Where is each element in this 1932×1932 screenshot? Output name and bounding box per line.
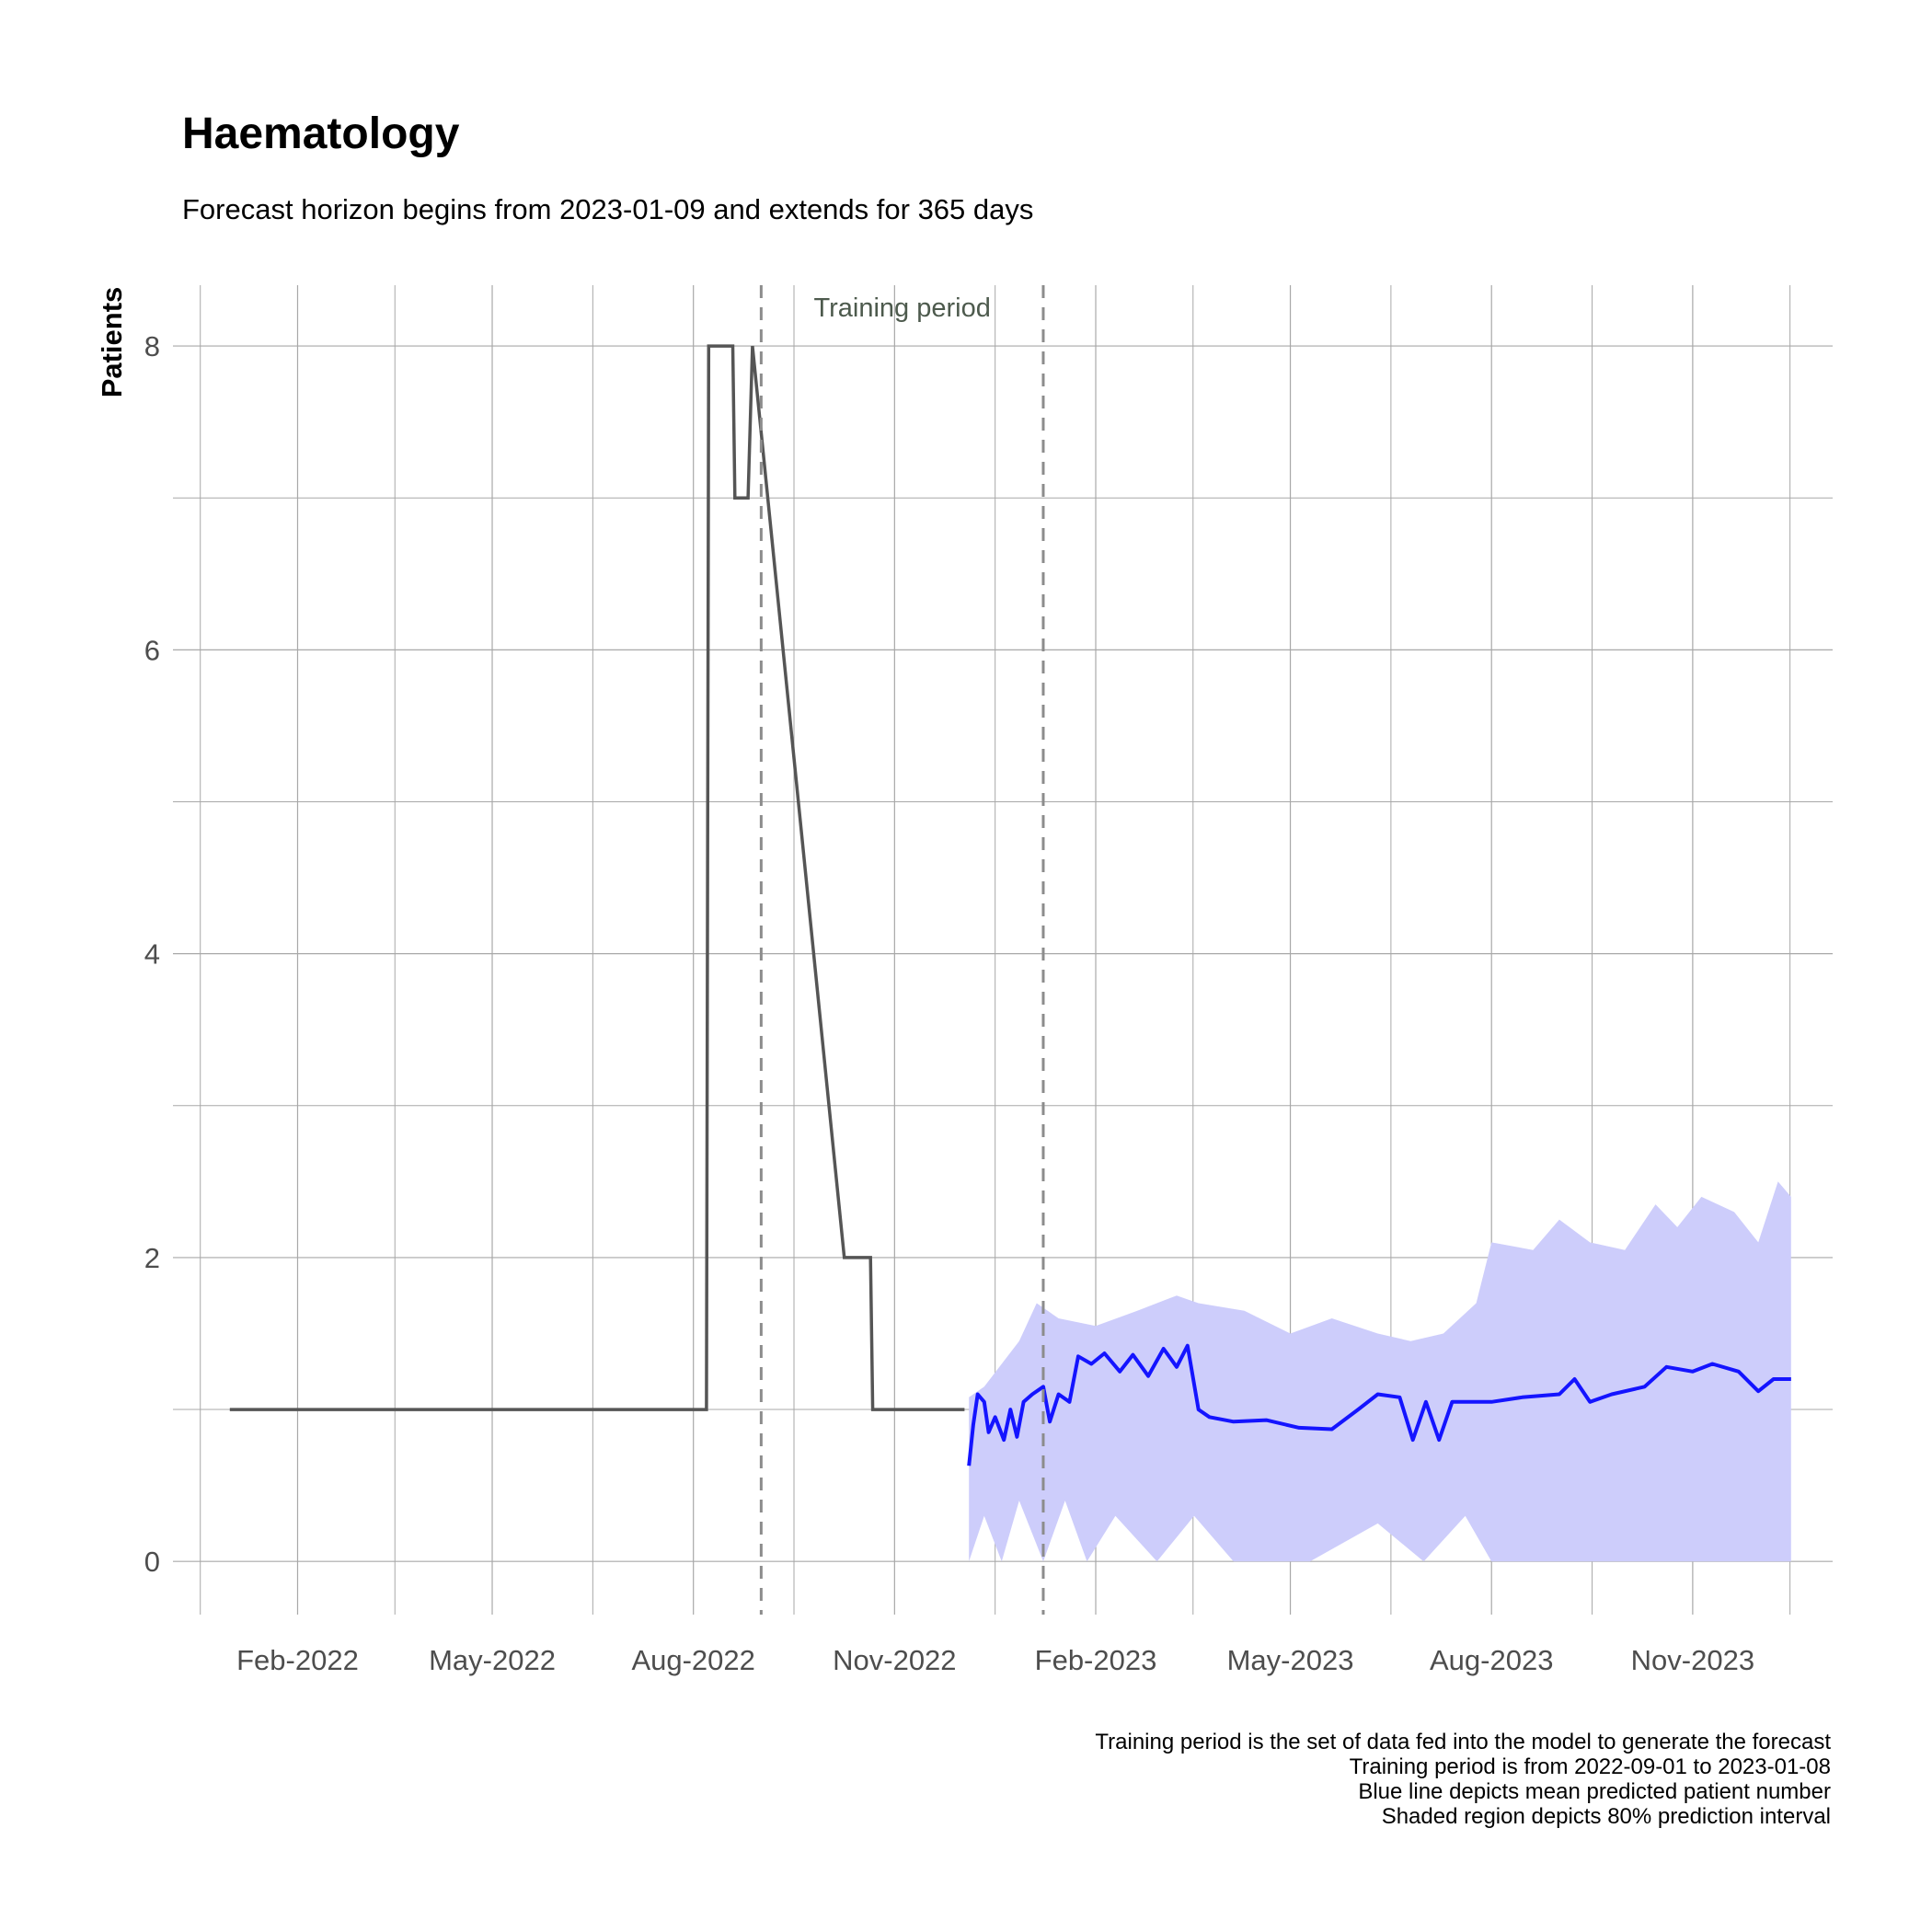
chart-title: Haematology <box>182 109 460 158</box>
x-tick-label: Nov-2022 <box>833 1644 956 1676</box>
observed-patients-line <box>229 344 965 1411</box>
chart-caption: Training period is the set of data fed i… <box>1095 1730 1831 1829</box>
y-tick-label: 6 <box>144 634 160 666</box>
x-tick-label: Aug-2022 <box>631 1644 754 1676</box>
caption-line: Training period is from 2022-09-01 to 20… <box>1349 1754 1831 1779</box>
y-tick-label: 4 <box>144 938 160 971</box>
training-period-annotation: Training period <box>813 293 990 323</box>
x-tick-label: Nov-2023 <box>1631 1644 1754 1676</box>
caption-line: Blue line depicts mean predicted patient… <box>1358 1779 1831 1804</box>
prediction-interval-area <box>969 1181 1791 1562</box>
x-tick-label: May-2022 <box>429 1644 556 1676</box>
y-tick-label: 8 <box>144 330 160 362</box>
y-tick-label: 0 <box>144 1546 160 1578</box>
x-tick-label: May-2023 <box>1227 1644 1354 1676</box>
x-tick-label: Feb-2023 <box>1035 1644 1157 1676</box>
caption-line: Shaded region depicts 80% prediction int… <box>1381 1804 1831 1829</box>
training-period-markers <box>759 285 1045 1615</box>
caption-line: Training period is the set of data fed i… <box>1095 1730 1831 1754</box>
series-lines <box>229 344 1791 1466</box>
y-tick-label: 2 <box>144 1242 160 1274</box>
prediction-interval-band <box>969 1181 1791 1562</box>
axis-tick-labels: 0 2 4 6 8 Feb-2022 May-2022 Aug-2022 Nov-2022 Feb… <box>144 293 1754 1676</box>
chart-subtitle: Forecast horizon begins from 2023-01-09 … <box>182 193 1034 225</box>
x-tick-label: Feb-2022 <box>236 1644 359 1676</box>
forecast-mean-line <box>967 1343 1791 1466</box>
x-tick-label: Aug-2023 <box>1430 1644 1553 1676</box>
